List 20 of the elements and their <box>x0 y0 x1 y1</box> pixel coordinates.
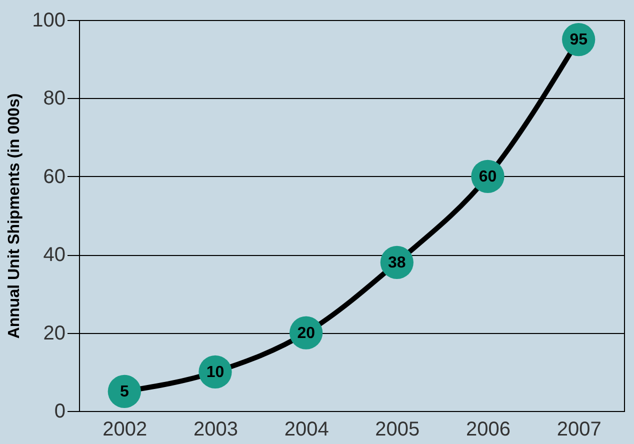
y-tick-label: 100 <box>32 10 66 32</box>
data-label: 10 <box>206 364 224 381</box>
y-axis-title: Annual Unit Shipments (in 000s) <box>6 93 24 339</box>
y-tick-label: 40 <box>43 244 66 266</box>
x-tick-label: 2007 <box>556 418 602 440</box>
data-label: 20 <box>297 324 316 342</box>
y-tick-label: 60 <box>43 166 66 188</box>
x-tick-label: 2005 <box>375 418 420 440</box>
y-tick-label: 0 <box>54 400 66 422</box>
x-tick-label: 2002 <box>102 418 148 440</box>
x-tick-label: 2003 <box>194 418 238 440</box>
y-tick-label: 80 <box>43 88 66 110</box>
x-tick-label: 2006 <box>466 418 510 440</box>
data-label: 5 <box>120 383 129 400</box>
data-label: 60 <box>478 168 497 186</box>
point <box>108 374 141 408</box>
x-tick-label: 2004 <box>284 418 329 440</box>
data-label: 95 <box>570 32 588 49</box>
data-label: 38 <box>388 254 406 272</box>
y-tick-label: 20 <box>43 322 66 344</box>
